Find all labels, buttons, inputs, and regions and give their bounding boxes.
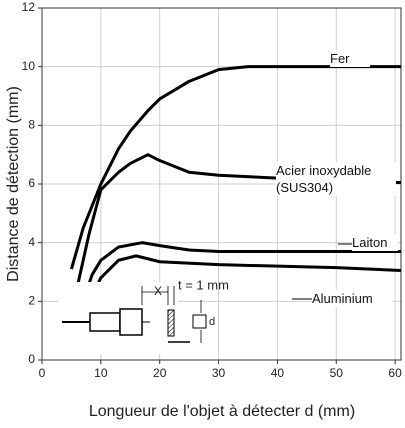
y-tick-label: 6 bbox=[28, 176, 35, 190]
y-tick-label: 0 bbox=[28, 352, 35, 366]
series-label: Laiton bbox=[352, 234, 398, 251]
series-label: Fer bbox=[330, 50, 370, 67]
series-line bbox=[69, 65, 401, 270]
annotation-thickness: t = 1 mm bbox=[178, 277, 229, 292]
x-tick-label: 40 bbox=[271, 366, 285, 380]
annotation-d: d bbox=[209, 316, 215, 328]
x-axis-title: Longueur de l'objet à détecter d (mm) bbox=[89, 403, 355, 420]
x-tick-label: 60 bbox=[388, 366, 402, 380]
y-tick-label: 4 bbox=[28, 235, 35, 249]
series-label: Aluminium bbox=[312, 290, 392, 307]
y-tick-label: 12 bbox=[22, 0, 36, 14]
y-tick-label: 10 bbox=[22, 59, 36, 73]
annotation-x: X bbox=[154, 284, 162, 298]
series-line bbox=[81, 241, 401, 302]
series-label: Acier inoxydable (SUS304) bbox=[276, 162, 396, 196]
y-axis-title: Distance de détection (mm) bbox=[5, 86, 22, 282]
x-tick-label: 0 bbox=[39, 366, 46, 380]
x-tick-label: 50 bbox=[330, 366, 344, 380]
sensor-diagram bbox=[58, 282, 207, 354]
y-tick-label: 8 bbox=[28, 118, 35, 132]
y-tick-label: 2 bbox=[28, 294, 35, 308]
x-tick-label: 10 bbox=[94, 366, 108, 380]
x-tick-label: 20 bbox=[153, 366, 167, 380]
x-tick-label: 30 bbox=[212, 366, 226, 380]
